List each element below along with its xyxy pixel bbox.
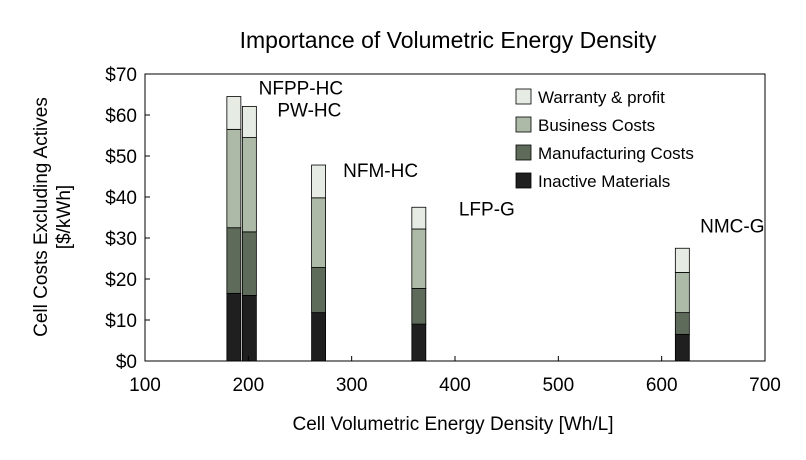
- bar-segment-nmc-g-manufacturing-costs: [674, 312, 690, 335]
- bar-label-nmc-g: NMC-G: [700, 216, 764, 237]
- legend-entry: Warranty & profit: [538, 88, 665, 107]
- x-tick-label: 200: [232, 375, 264, 396]
- bar-segment-nfm-hc-manufacturing-costs: [311, 267, 327, 314]
- y-tick-label: $0: [116, 352, 137, 373]
- y-axis-label: Cell Costs Excluding Actives: [31, 97, 52, 337]
- y-tick-label: $30: [105, 229, 137, 250]
- bar-label-lfp-g: LFP-G: [459, 199, 515, 220]
- bar-segment-nmc-g-inactive-materials: [674, 333, 690, 362]
- x-tick-label: 100: [129, 375, 161, 396]
- x-axis-label: Cell Volumetric Energy Density [Wh/L]: [292, 414, 613, 435]
- bar-segment-lfp-g-manufacturing-costs: [411, 288, 427, 325]
- y-tick-label: $10: [105, 311, 137, 332]
- bar-segment-nfpp-hc-business-costs: [226, 128, 242, 229]
- bar-segment-lfp-g-inactive-materials: [411, 323, 427, 362]
- y-tick-label: $40: [105, 188, 137, 209]
- bar-segment-nfm-hc-inactive-materials: [311, 312, 327, 362]
- x-tick-label: 600: [646, 375, 678, 396]
- x-tick-label: 400: [439, 375, 471, 396]
- bar-segment-nmc-g-warranty-profit: [674, 247, 690, 273]
- x-tick-label: 300: [336, 375, 368, 396]
- bar-segment-pw-hc-business-costs: [241, 137, 257, 233]
- y-tick-label: $70: [105, 65, 137, 86]
- bar-segment-nfpp-hc-manufacturing-costs: [226, 227, 242, 294]
- legend-entry: Manufacturing Costs: [538, 144, 694, 163]
- bar-segment-pw-hc-inactive-materials: [241, 294, 257, 362]
- y-tick-label: $20: [105, 270, 137, 291]
- bar-segment-pw-hc-manufacturing-costs: [241, 231, 257, 296]
- bar-segment-lfp-g-business-costs: [411, 228, 427, 289]
- bar-segment-pw-hc-warranty-profit: [241, 105, 257, 138]
- legend-swatch: [515, 144, 532, 161]
- bar-label-nfpp-hc: NFPP-HC: [259, 79, 343, 100]
- bar-segment-nfpp-hc-warranty-profit: [226, 96, 242, 130]
- legend-entry: Inactive Materials: [538, 172, 670, 191]
- legend-swatch: [515, 88, 532, 105]
- y-tick-label: $50: [105, 147, 137, 168]
- y-axis-unit: [$/kWh]: [54, 185, 75, 249]
- bar-segment-nfm-hc-warranty-profit: [311, 164, 327, 199]
- bar-segment-lfp-g-warranty-profit: [411, 206, 427, 230]
- x-tick-label: 700: [749, 375, 781, 396]
- chart-title: Importance of Volumetric Energy Density: [240, 27, 657, 53]
- y-tick-label: $60: [105, 106, 137, 127]
- axis-ticks: $0 $10 $20 $30 $40 $50 $60 $70 100 200 300 400 500 60…: [105, 65, 781, 396]
- bar-label-pw-hc: PW-HC: [277, 100, 341, 121]
- legend-entry: Business Costs: [538, 116, 655, 135]
- bar-segment-nfm-hc-business-costs: [311, 197, 327, 268]
- bar-segment-nmc-g-business-costs: [674, 272, 690, 314]
- legend-swatch: [515, 172, 532, 189]
- bar-label-nfm-hc: NFM-HC: [343, 161, 418, 182]
- legend: Warranty & profit Business Costs Manufactu…: [515, 88, 694, 191]
- bar-segment-nfpp-hc-inactive-materials: [226, 292, 242, 362]
- bars: [226, 96, 690, 362]
- x-tick-label: 500: [542, 375, 574, 396]
- legend-swatch: [515, 116, 532, 133]
